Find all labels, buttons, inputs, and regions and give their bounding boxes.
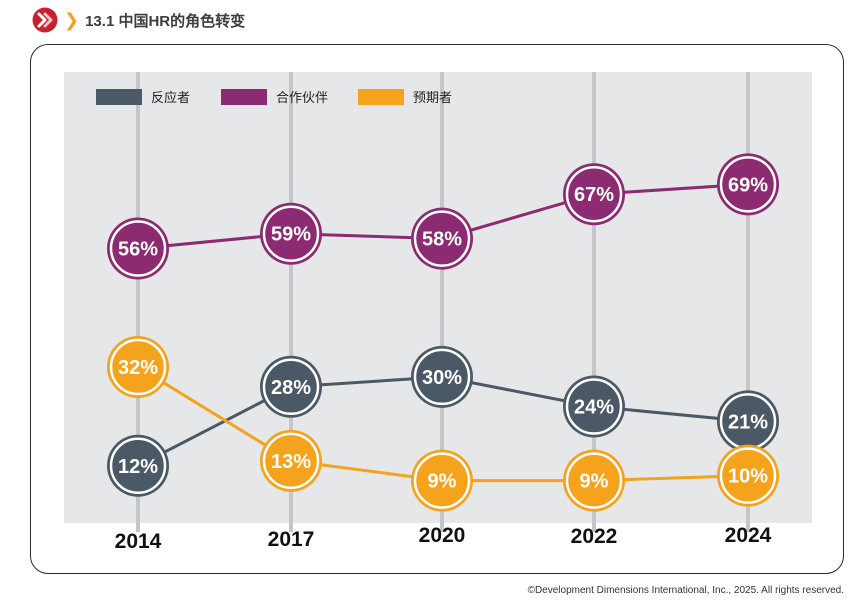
data-label-2-1: 13%: [271, 451, 311, 473]
data-label-0-1: 28%: [271, 377, 311, 399]
legend-swatch-0: [96, 89, 142, 105]
legend-label-2: 预期者: [413, 90, 452, 105]
data-label-0-3: 24%: [574, 397, 614, 419]
data-label-1-3: 67%: [574, 184, 614, 206]
marker-ring-1-2: [413, 210, 471, 267]
data-label-0-0: 12%: [118, 456, 158, 478]
legend-swatch-2: [358, 89, 404, 105]
figure-title: 13.1 中国HR的角色转变: [85, 12, 246, 30]
legend-label-0: 反应者: [151, 90, 190, 105]
legend-swatch-1: [221, 89, 267, 105]
x-tick-label-2017: 2017: [268, 528, 315, 551]
marker-ring-2-3: [565, 452, 623, 509]
marker-outer-0-0: [107, 434, 169, 497]
marker-outer-2-4: [717, 444, 779, 507]
data-label-0-4: 21%: [728, 411, 768, 433]
plot-area: [64, 72, 812, 523]
data-label-1-0: 56%: [118, 239, 158, 261]
marker-outer-1-0: [107, 217, 169, 280]
marker-outer-1-2: [411, 207, 473, 270]
chevron-right-icon: ❯: [64, 10, 80, 30]
marker-outer-2-3: [563, 449, 625, 512]
marker-ring-2-2: [413, 452, 471, 509]
marker-ring-0-2: [413, 348, 471, 406]
marker-outer-1-3: [563, 163, 625, 226]
data-label-2-2: 9%: [428, 471, 457, 493]
marker-outer-1-4: [717, 153, 779, 216]
marker-ring-2-4: [719, 447, 777, 504]
marker-ring-2-0: [109, 338, 167, 396]
x-tick-label-2014: 2014: [115, 530, 162, 553]
marker-ring-1-0: [109, 220, 167, 277]
marker-ring-1-1: [262, 205, 320, 262]
data-label-1-4: 69%: [728, 174, 768, 196]
marker-outer-0-2: [411, 345, 473, 408]
marker-ring-2-1: [262, 432, 320, 490]
marker-ring-0-0: [109, 437, 167, 494]
marker-ring-1-3: [565, 165, 623, 223]
chart-frame: [30, 44, 844, 574]
marker-outer-2-0: [107, 336, 169, 398]
data-label-0-2: 30%: [422, 367, 462, 389]
marker-outer-2-2: [411, 449, 473, 512]
marker-outer-0-4: [717, 390, 779, 453]
marker-ring-0-3: [565, 378, 623, 435]
marker-outer-0-3: [563, 375, 625, 438]
marker-outer-1-1: [260, 202, 322, 265]
marker-outer-0-1: [260, 355, 322, 418]
data-label-2-4: 10%: [728, 466, 768, 488]
copyright-notice: ©Development Dimensions International, I…: [527, 585, 844, 596]
marker-ring-1-4: [719, 156, 777, 213]
data-label-2-3: 9%: [580, 471, 609, 493]
x-tick-label-2024: 2024: [725, 524, 772, 547]
figure-header: ❯ 13.1 中国HR的角色转变: [32, 6, 245, 34]
data-label-1-1: 59%: [271, 224, 311, 246]
legend-label-1: 合作伙伴: [276, 90, 328, 105]
data-label-1-2: 58%: [422, 229, 462, 251]
x-tick-label-2020: 2020: [419, 524, 466, 547]
marker-ring-0-1: [262, 358, 320, 415]
ddi-logo-icon: [32, 7, 58, 33]
marker-outer-2-1: [260, 429, 322, 492]
data-label-2-0: 32%: [118, 357, 158, 379]
x-tick-label-2022: 2022: [571, 525, 618, 548]
